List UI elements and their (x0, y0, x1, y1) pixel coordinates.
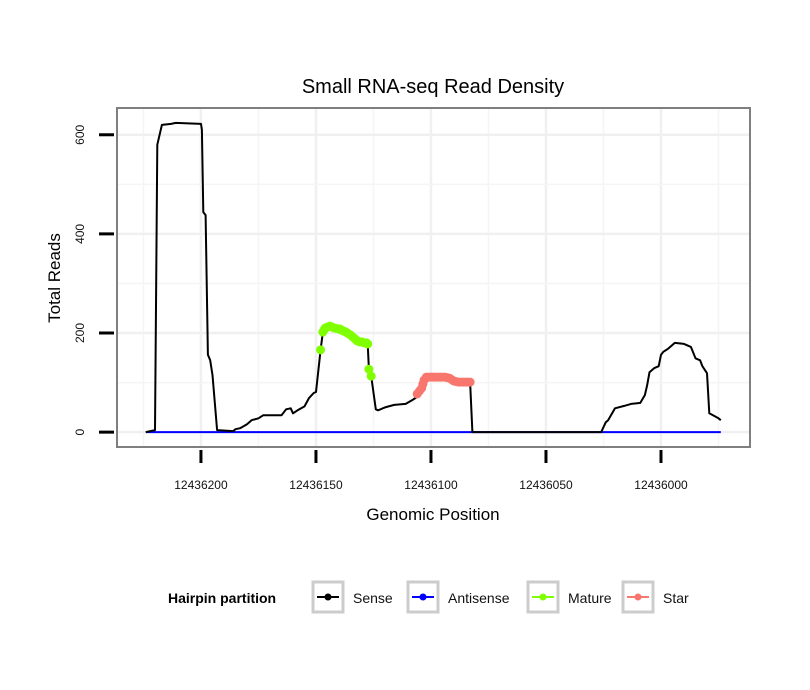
legend-key-point (634, 593, 642, 601)
x-axis: 12436200 12436150 12436100 12436050 12436000 (174, 450, 688, 492)
x-tick-label: 12436200 (174, 478, 228, 492)
y-axis: 0 200 400 600 (73, 124, 114, 435)
series-points-star (412, 372, 475, 399)
y-axis-title: Total Reads (45, 233, 64, 323)
x-axis-title: Genomic Position (366, 505, 499, 524)
x-tick-label: 12436100 (404, 478, 458, 492)
panel-background (117, 108, 750, 447)
legend-label: Sense (353, 590, 393, 606)
legend-key-point (539, 593, 547, 601)
x-tick-label: 12436150 (289, 478, 343, 492)
legend-item-antisense: Antisense (406, 580, 510, 614)
y-tick-label: 400 (73, 224, 87, 244)
legend-key-point (419, 593, 427, 601)
legend-label: Antisense (448, 590, 510, 606)
plot-panel (116, 107, 751, 448)
data-point-star (465, 377, 475, 387)
legend: Hairpin partition Sense Antisense Mature St… (168, 580, 689, 614)
panel-border (116, 107, 751, 448)
y-tick-label: 200 (73, 323, 87, 343)
grid (117, 108, 750, 447)
x-tick-label: 12436050 (519, 478, 573, 492)
data-point-mature (366, 371, 376, 381)
y-tick-label: 600 (73, 124, 87, 144)
data-point-mature (316, 345, 326, 355)
data-point-mature (364, 364, 374, 374)
legend-title: Hairpin partition (168, 590, 276, 606)
legend-label: Star (663, 590, 689, 606)
legend-item-star: Star (621, 580, 689, 614)
data-point-mature (363, 339, 373, 349)
chart-title: Small RNA-seq Read Density (302, 76, 564, 98)
legend-label: Mature (568, 590, 612, 606)
series-layer (145, 121, 722, 434)
legend-item-sense: Sense (311, 580, 393, 614)
legend-key-point (324, 593, 332, 601)
legend-item-mature: Mature (526, 580, 612, 614)
series-points-mature (316, 321, 376, 381)
y-tick-label: 0 (73, 428, 87, 435)
x-tick-label: 12436000 (634, 478, 688, 492)
